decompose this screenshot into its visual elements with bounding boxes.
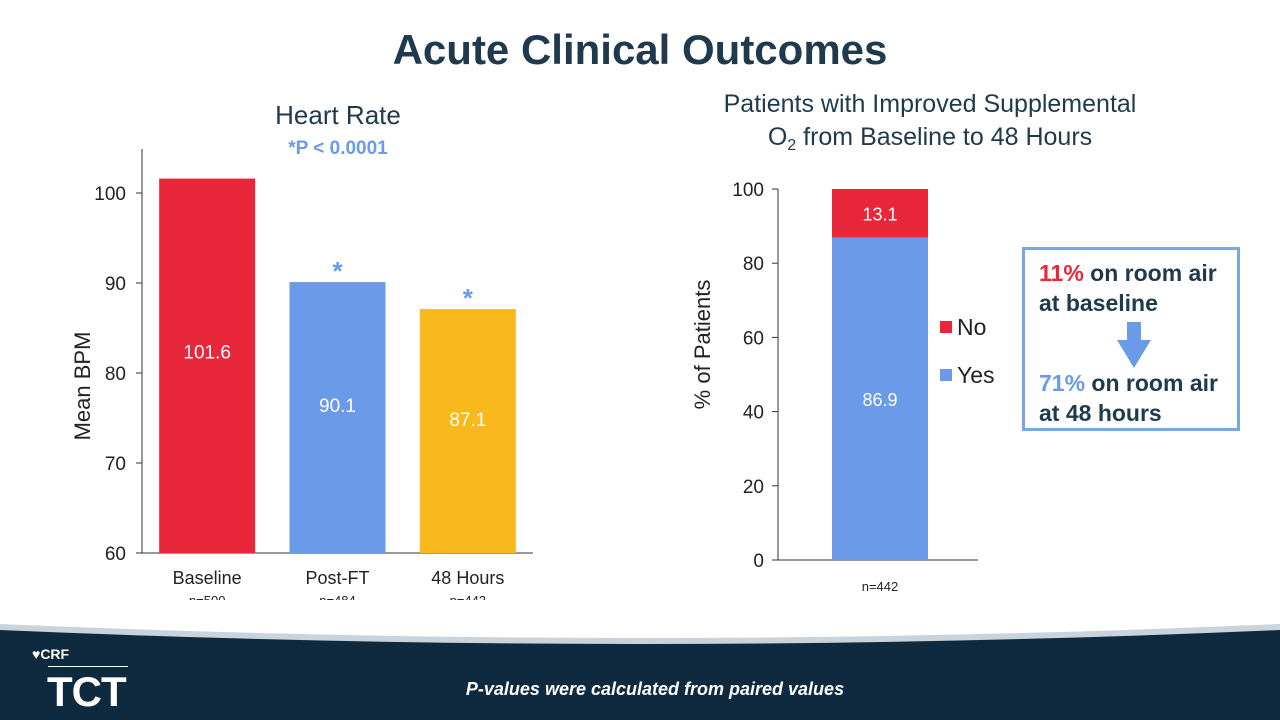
o2-y-tick-label: 100 xyxy=(732,180,764,201)
charts-canvas: 60 70 80 90 100 Mean BPM 101.6 Baseline n=500 90.… xyxy=(70,149,995,600)
hr-data-label: 90.1 xyxy=(319,396,356,417)
footnote: P-values were calculated from paired val… xyxy=(465,679,845,699)
o2-legend-swatch-yes xyxy=(940,369,952,381)
o2-title-line-2: O2 from Baseline to 48 Hours xyxy=(660,121,1200,154)
o2-y-axis-label: % of Patients xyxy=(690,280,715,410)
hr-y-tick-label: 70 xyxy=(105,454,126,475)
hr-category-label: Baseline xyxy=(173,568,242,588)
hr-y-tick-label: 80 xyxy=(105,364,126,385)
o2-bar-segment-no xyxy=(832,189,928,238)
callout-baseline-text-1: on room air xyxy=(1083,260,1217,286)
hr-category-label: Post-FT xyxy=(305,568,369,588)
o2-title-subscript: 2 xyxy=(787,137,797,154)
hr-bar xyxy=(419,309,516,553)
callout-baseline-pct: 11% xyxy=(1039,260,1084,286)
callout-followup-text-2: at 48 hours xyxy=(1039,400,1162,426)
o2-n-label: n=442 xyxy=(862,579,899,594)
hr-y-tick-label: 90 xyxy=(105,274,126,295)
callout-baseline-line-1: 11% on room air xyxy=(1039,260,1217,287)
room-air-callout: 11% on room air at baseline 71% on room … xyxy=(1022,247,1240,431)
footer-band xyxy=(0,624,1280,720)
callout-followup-pct: 71% xyxy=(1039,370,1086,396)
o2-title-o: O xyxy=(767,123,788,151)
callout-followup-text-1: on room air xyxy=(1085,370,1218,396)
callout-baseline-text-2: at baseline xyxy=(1039,290,1158,316)
heart-rate-chart-title: Heart Rate xyxy=(275,100,401,130)
hr-y-tick-label: 60 xyxy=(105,544,126,565)
hr-n-label: n=443 xyxy=(450,593,487,600)
hr-n-label: n=484 xyxy=(319,593,356,600)
hr-data-label: 87.1 xyxy=(449,410,486,431)
crf-logo: ♥CRF xyxy=(32,646,69,662)
hr-bar xyxy=(289,282,386,553)
hr-significance-marker: * xyxy=(332,256,343,286)
crf-heart-icon: ♥ xyxy=(32,646,41,662)
hr-significance-marker: * xyxy=(463,283,474,313)
o2-y-tick-label: 0 xyxy=(753,551,764,572)
o2-legend-label-no: No xyxy=(957,314,986,340)
o2-y-tick-label: 80 xyxy=(743,254,764,275)
hr-category-label: 48 Hours xyxy=(431,568,504,588)
heart-rate-p-value: *P < 0.0001 xyxy=(288,138,388,159)
hr-data-label: 101.6 xyxy=(183,342,231,363)
o2-y-tick-label: 40 xyxy=(743,403,764,424)
hr-n-label: n=500 xyxy=(189,593,226,600)
arrow-down-icon xyxy=(1117,322,1151,368)
tct-logo: TCT xyxy=(47,668,127,715)
o2-data-label-no: 13.1 xyxy=(862,204,897,224)
crf-logo-text: CRF xyxy=(40,646,70,662)
o2-data-label-yes: 86.9 xyxy=(862,390,897,410)
callout-followup-line-1: 71% on room air xyxy=(1039,370,1218,397)
o2-title-line-1: Patients with Improved Supplemental xyxy=(723,90,1137,118)
o2-y-tick-label: 20 xyxy=(743,477,764,498)
hr-bar xyxy=(159,178,256,553)
o2-title-rest: from Baseline to 48 Hours xyxy=(796,123,1093,151)
o2-legend-swatch-no xyxy=(940,321,952,333)
o2-bar-segment-yes xyxy=(832,237,928,560)
o2-legend-label-yes: Yes xyxy=(957,362,995,388)
slide-title: Acute Clinical Outcomes xyxy=(392,26,888,73)
hr-y-axis-label: Mean BPM xyxy=(70,332,95,441)
hr-y-tick-label: 100 xyxy=(94,184,126,205)
o2-y-tick-label: 60 xyxy=(743,328,764,349)
o2-chart-title: Patients with Improved Supplemental O2 f… xyxy=(660,88,1200,154)
logo-divider xyxy=(48,666,128,667)
